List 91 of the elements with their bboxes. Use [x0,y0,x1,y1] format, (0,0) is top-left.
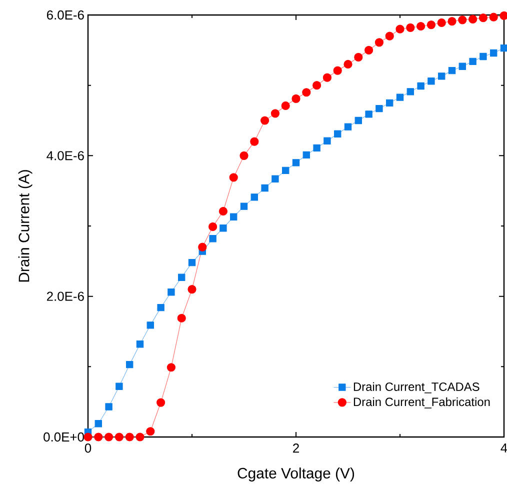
point [396,94,404,101]
point [344,60,352,69]
point [468,14,478,24]
point [136,340,144,348]
point [448,17,456,26]
y-axis-title: Drain Current (A) [18,170,32,282]
point [188,258,196,266]
point [126,360,134,368]
x-axis-title: Cgate Voltage (V) [238,468,354,482]
point [94,420,102,428]
point [84,432,92,442]
point [458,62,466,70]
point [270,109,280,118]
point [146,427,155,436]
y-tick-label: 6.0E-6 [46,10,84,20]
point [385,32,394,40]
point [376,104,383,112]
point [114,432,124,442]
point [125,432,134,442]
point [428,78,435,85]
point [281,101,290,110]
point [489,12,498,22]
point [229,173,238,182]
point [94,432,103,442]
point [136,432,144,442]
y-tick-label: 0.0E+0 [44,432,84,442]
point [166,363,176,372]
point [157,304,164,312]
point [500,11,507,20]
legend-label: Drain Current_TCADAS [354,382,480,394]
point [490,49,498,57]
point [365,110,372,118]
point [250,137,259,146]
point [168,288,175,296]
point [208,222,218,232]
point [282,166,290,174]
point [364,46,374,54]
point [302,88,311,97]
point [406,88,414,96]
point [272,175,279,182]
point [500,44,507,52]
point [178,274,186,281]
point [386,99,394,107]
point [116,382,123,390]
point [250,194,258,201]
point [374,38,384,47]
point [146,322,154,329]
point [156,398,166,407]
point [416,22,426,31]
point [105,403,112,410]
x-tick-label: 0 [84,444,92,453]
point [209,235,216,242]
point [334,130,342,138]
point [260,116,270,125]
point [220,224,227,232]
point [448,66,456,74]
point [344,123,352,130]
point [437,18,446,28]
point [240,151,248,160]
point [292,159,300,166]
point [313,144,320,152]
point [354,52,363,62]
point [218,206,228,216]
point [333,66,342,75]
point [188,285,196,294]
point [198,242,207,252]
point [230,213,238,220]
point [396,24,404,34]
point [478,14,488,22]
point [480,52,487,60]
y-tick-label: 2.0E-6 [46,292,84,301]
x-tick-label: 4 [500,444,507,452]
point [302,151,310,159]
point [438,72,446,80]
point [417,82,424,90]
point [261,184,268,192]
y-tick-label: 4.0E-6 [46,151,84,160]
point [177,314,186,322]
point [406,23,415,32]
point [426,20,436,30]
x-tick-label: 2 [293,444,299,453]
legend-label: Drain Current_Fabrication [354,397,490,408]
point [292,94,300,103]
point [240,202,248,210]
point [324,137,331,144]
point [104,432,114,442]
point [458,16,467,24]
point [354,116,362,124]
point [322,73,332,82]
point [312,81,322,90]
point [469,58,476,66]
